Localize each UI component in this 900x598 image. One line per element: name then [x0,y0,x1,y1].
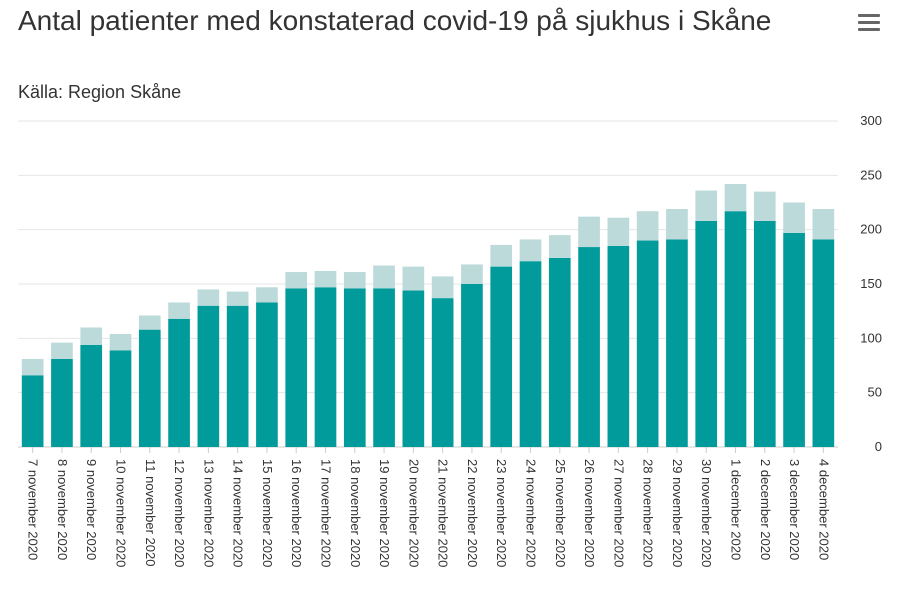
bar-segment-secondary[interactable] [783,202,805,233]
bar-segment-main[interactable] [490,266,513,447]
x-tick-label: 27 november 2020 [611,459,626,567]
bar-segment-secondary[interactable] [373,265,395,289]
bar-segment-main[interactable] [256,302,278,447]
bar-segment-main[interactable] [285,288,308,447]
bar-segment-main[interactable] [373,288,395,447]
bar-segment-secondary[interactable] [51,342,73,359]
x-tick-label: 18 november 2020 [348,459,363,567]
bar-segment-main[interactable] [578,247,600,447]
x-tick-label: 30 november 2020 [699,459,714,567]
x-tick-label: 26 november 2020 [582,459,597,567]
bar-segment-secondary[interactable] [695,190,718,221]
bar-segment-secondary[interactable] [753,191,776,221]
x-tick-label: 7 november 2020 [26,459,41,560]
y-tick-label: 200 [860,222,882,237]
bar-segment-main[interactable] [666,239,688,447]
x-tick-label: 4 december 2020 [816,459,831,560]
bar-segment-main[interactable] [636,240,659,447]
bar-segment-main[interactable] [226,305,249,447]
chart-title: Antal patienter med konstaterad covid-19… [18,5,772,36]
bar-segment-main[interactable] [519,261,542,447]
x-tick-label: 10 november 2020 [114,459,129,567]
y-tick-label: 300 [860,113,882,128]
bar-segment-secondary[interactable] [548,235,571,258]
bar-segment-main[interactable] [109,350,132,447]
y-tick-label: 50 [868,385,882,400]
bar-segment-main[interactable] [197,305,220,447]
bar-segment-main[interactable] [168,318,190,447]
x-tick-label: 9 november 2020 [84,459,99,560]
y-tick-label: 100 [860,330,882,345]
y-tick-label: 150 [860,276,882,291]
bar-segment-main[interactable] [343,288,366,447]
bar-segment-secondary[interactable] [285,272,308,289]
x-tick-label: 11 november 2020 [143,459,158,566]
bar-segment-secondary[interactable] [256,287,278,303]
bar-segment-main[interactable] [695,220,718,447]
x-tick-label: 20 november 2020 [406,459,421,567]
bar-segment-secondary[interactable] [21,358,44,376]
x-tick-label: 22 november 2020 [465,459,480,567]
bar-segment-secondary[interactable] [431,276,454,299]
bar-segment-main[interactable] [783,232,805,447]
x-tick-label: 19 november 2020 [377,459,392,567]
hamburger-menu-icon[interactable] [852,8,886,36]
bar-segment-secondary[interactable] [226,291,249,306]
x-tick-label: 24 november 2020 [524,459,539,567]
chart-subtitle: Källa: Region Skåne [18,82,182,102]
bar-segment-secondary[interactable] [402,266,425,291]
bar-segment-main[interactable] [21,375,44,447]
bar-segment-secondary[interactable] [607,217,630,246]
bar-segment-main[interactable] [80,344,103,447]
bar-segment-secondary[interactable] [138,315,161,330]
x-tick-label: 23 november 2020 [494,459,509,567]
bar-segment-main[interactable] [753,220,776,447]
bar-segment-secondary[interactable] [636,211,659,241]
x-tick-label: 1 december 2020 [729,459,744,560]
bar-segment-secondary[interactable] [812,209,835,240]
y-tick-label: 250 [860,167,882,182]
bar-segment-secondary[interactable] [80,327,103,345]
x-tick-label: 3 december 2020 [787,459,802,560]
bar-segment-secondary[interactable] [724,184,747,212]
x-tick-label: 12 november 2020 [172,459,187,567]
x-tick-label: 2 december 2020 [758,459,773,560]
x-tick-label: 14 november 2020 [231,459,246,567]
y-axis-ticks: 0 50 100 150 200 250 300 [860,113,882,454]
bar-segment-secondary[interactable] [461,264,483,284]
x-tick-label: 21 november 2020 [436,459,451,567]
bar-segment-main[interactable] [607,245,630,447]
bar-segment-main[interactable] [431,298,454,447]
x-tick-label: 25 november 2020 [553,459,568,567]
bar-segment-main[interactable] [724,211,747,447]
bar-segment-secondary[interactable] [197,289,220,306]
bar-segment-main[interactable] [314,287,337,447]
bar-segment-secondary[interactable] [519,239,542,262]
bars [21,184,835,447]
bar-segment-secondary[interactable] [168,302,190,319]
bar-segment-secondary[interactable] [666,209,688,240]
bar-segment-secondary[interactable] [343,272,366,289]
bar-segment-main[interactable] [461,284,483,447]
bar-segment-main[interactable] [138,329,161,447]
bar-segment-main[interactable] [812,239,835,447]
bar-segment-secondary[interactable] [490,244,513,267]
y-tick-label: 0 [875,439,882,454]
x-tick-label: 13 november 2020 [201,459,216,567]
x-tick-label: 28 november 2020 [641,459,656,567]
bar-segment-main[interactable] [402,290,425,447]
x-tick-label: 17 november 2020 [319,459,334,567]
bar-segment-secondary[interactable] [109,333,132,351]
x-axis-ticks: 7 november 2020 8 november 2020 9 november… [26,447,831,567]
x-tick-label: 29 november 2020 [670,459,685,567]
bar-segment-main[interactable] [548,257,571,447]
bar-segment-secondary[interactable] [578,216,600,248]
x-tick-label: 8 november 2020 [55,459,70,560]
bar-segment-main[interactable] [51,358,73,447]
bar-segment-secondary[interactable] [314,270,337,288]
x-tick-label: 15 november 2020 [260,459,275,567]
x-tick-label: 16 november 2020 [289,459,304,567]
